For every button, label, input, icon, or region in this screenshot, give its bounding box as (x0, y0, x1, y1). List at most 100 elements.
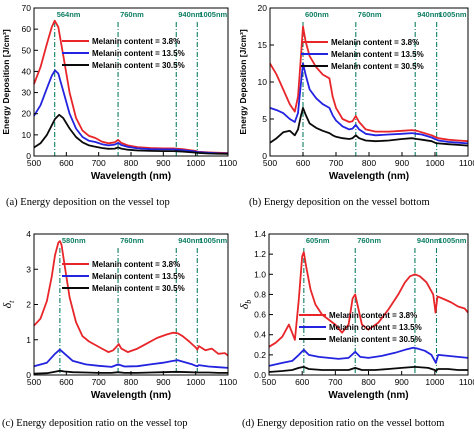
legend-label-3: Melanin content = 30.5% (92, 284, 185, 293)
x-tick-label: 700 (328, 377, 342, 387)
marker-label-1005: 1005nm (438, 236, 466, 245)
y-tick-label: 1.0 (254, 269, 266, 279)
plot-frame (33, 7, 229, 157)
series-line-3 (268, 365, 468, 373)
x-tick-label: 900 (395, 158, 409, 168)
series-line-1 (269, 25, 469, 143)
caption-panel-b: (b) Energy deposition on the vessel bott… (249, 197, 430, 208)
legend-label-2: Melanin content = 13.5% (92, 272, 185, 281)
x-tick-label: 800 (124, 158, 138, 168)
legend-label-3: Melanin content = 30.5% (329, 335, 422, 344)
x-tick-label: 900 (156, 158, 170, 168)
y-tick-label: 50 (22, 45, 32, 55)
y-tick-label: 70 (22, 3, 32, 13)
marker-label-940: 940nm (417, 10, 441, 19)
x-tick-label: 600 (295, 377, 309, 387)
y-tick-label: 1.4 (254, 229, 266, 239)
marker-label-940: 940nm (178, 236, 202, 245)
y-tick-label: 4 (26, 229, 31, 239)
legend-label-1: Melanin content = 3.8% (92, 37, 180, 46)
y-tick-label: 10 (22, 130, 32, 140)
x-tick-label: 900 (395, 377, 409, 387)
x-tick-label: 1000 (426, 158, 445, 168)
y-tick-label: 1.2 (254, 249, 266, 259)
series-line-2 (269, 62, 469, 145)
x-tick-label: 1100 (459, 377, 474, 387)
x-tick-label: 1000 (186, 377, 205, 387)
x-tick-label: 500 (262, 377, 276, 387)
x-tick-label: 1000 (425, 377, 444, 387)
series-line-2 (33, 69, 229, 155)
x-tick-label: 1100 (219, 377, 238, 387)
x-tick-label: 600 (59, 158, 73, 168)
marker-label-940: 940nm (417, 236, 441, 245)
y-tick-label: 0 (262, 151, 267, 161)
legend-label-1: Melanin content = 3.8% (92, 260, 180, 269)
y-axis-label: δb (237, 300, 253, 310)
series-line-1 (33, 240, 229, 357)
y-tick-label: 20 (258, 3, 268, 13)
marker-label-760: 760nm (120, 10, 144, 19)
y-tick-label: 0 (26, 151, 31, 161)
legend-label-3: Melanin content = 30.5% (92, 61, 185, 70)
legend-label-1: Melanin content = 3.8% (329, 311, 417, 320)
legend-label-2: Melanin content = 13.5% (331, 50, 424, 59)
series-line-1 (268, 251, 469, 348)
marker-label-580: 580nm (62, 236, 86, 245)
y-tick-label: 5 (262, 114, 267, 124)
y-tick-label: 10 (258, 77, 268, 87)
x-axis-label: Wavelength (nm) (91, 390, 171, 401)
x-tick-label: 800 (124, 377, 138, 387)
legend-label-1: Melanin content = 3.8% (331, 38, 419, 47)
caption-panel-c: (c) Energy deposition ratio on the vesse… (2, 418, 188, 429)
x-tick-label: 700 (329, 158, 343, 168)
marker-label-564: 564nm (57, 10, 81, 19)
caption-panel-a: (a) Energy deposition on the vessel top (6, 197, 170, 208)
y-tick-label: 20 (22, 109, 32, 119)
x-tick-label: 700 (92, 158, 106, 168)
y-tick-label: 0.4 (254, 330, 266, 340)
y-tick-label: 15 (258, 40, 268, 50)
x-tick-label: 1100 (219, 158, 238, 168)
x-tick-label: 1100 (459, 158, 474, 168)
marker-label-760: 760nm (357, 236, 381, 245)
x-tick-label: 500 (263, 158, 277, 168)
marker-label-605: 605nm (306, 236, 330, 245)
legend-label-3: Melanin content = 30.5% (331, 62, 424, 71)
y-tick-label: 3 (26, 264, 31, 274)
marker-label-760: 760nm (120, 236, 144, 245)
y-axis-label-subscript: t (7, 300, 16, 303)
marker-label-1005: 1005nm (199, 236, 227, 245)
y-axis-label: Energy Deposition [J/cm³] (238, 29, 248, 134)
marker-label-760: 760nm (358, 10, 382, 19)
x-tick-label: 700 (92, 377, 106, 387)
series-line-2 (268, 346, 469, 367)
series-line-3 (269, 107, 469, 147)
x-tick-label: 800 (361, 377, 375, 387)
y-tick-label: 0.8 (254, 289, 266, 299)
x-axis-label: Wavelength (nm) (91, 171, 171, 182)
x-tick-label: 1000 (186, 158, 205, 168)
marker-label-1005: 1005nm (199, 10, 227, 19)
legend-label-2: Melanin content = 13.5% (92, 49, 185, 58)
x-tick-label: 500 (27, 158, 41, 168)
y-tick-label: 0.6 (254, 310, 266, 320)
x-tick-label: 600 (296, 158, 310, 168)
series-line-2 (33, 348, 229, 369)
y-tick-label: 2 (26, 300, 31, 310)
y-axis-label: Energy Deposition [J/cm³] (1, 29, 11, 134)
marker-label-1005: 1005nm (439, 10, 467, 19)
x-tick-label: 600 (59, 377, 73, 387)
y-tick-label: 40 (22, 66, 32, 76)
y-tick-label: 0.0 (254, 370, 266, 380)
marker-label-940: 940nm (178, 10, 202, 19)
y-axis-label-subscript: b (244, 300, 253, 304)
y-tick-label: 30 (22, 88, 32, 98)
y-axis-label: δt (0, 300, 16, 309)
y-tick-label: 0.2 (254, 350, 266, 360)
legend-label-2: Melanin content = 13.5% (329, 323, 422, 332)
marker-label-600: 600nm (305, 10, 329, 19)
